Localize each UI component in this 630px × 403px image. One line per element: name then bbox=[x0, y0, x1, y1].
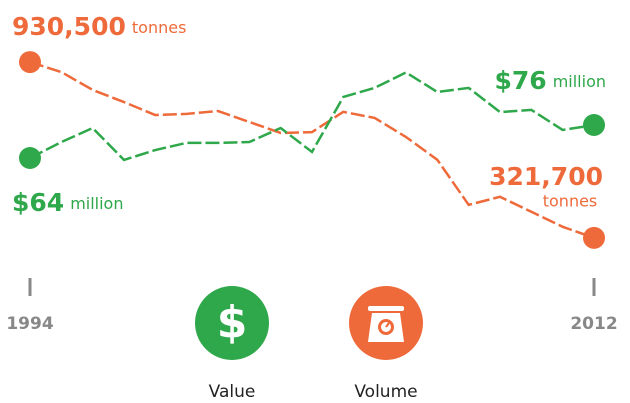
legend-label: Value bbox=[209, 382, 256, 402]
value-label-group: $76 million bbox=[495, 66, 606, 95]
end-marker bbox=[19, 51, 41, 74]
value-label: 930,500 bbox=[12, 12, 126, 41]
value-label: $64 bbox=[12, 188, 64, 217]
line bbox=[29, 71, 595, 162]
x-tick-label: 1994 bbox=[6, 314, 53, 334]
x-tick-label: 2012 bbox=[570, 314, 617, 334]
end-marker bbox=[583, 226, 605, 249]
legend-label: Volume bbox=[354, 382, 417, 402]
end-marker bbox=[19, 147, 41, 169]
svg-text:$: $ bbox=[217, 297, 248, 348]
value-label-group: $64 million bbox=[12, 188, 123, 217]
unit-label: million bbox=[70, 194, 123, 213]
unit-label: tonnes bbox=[132, 18, 187, 37]
value-icon: $ bbox=[195, 286, 269, 360]
value-label-group: 321,700 bbox=[489, 162, 603, 191]
unit-label: million bbox=[553, 72, 606, 91]
value-label-group: 930,500 tonnes bbox=[12, 12, 186, 41]
line bbox=[29, 60, 595, 240]
end-marker bbox=[583, 114, 605, 136]
volume-icon bbox=[349, 286, 423, 360]
value-label: $76 bbox=[495, 66, 547, 95]
value-label: 321,700 bbox=[489, 162, 603, 191]
unit-label: tonnes bbox=[543, 192, 598, 211]
